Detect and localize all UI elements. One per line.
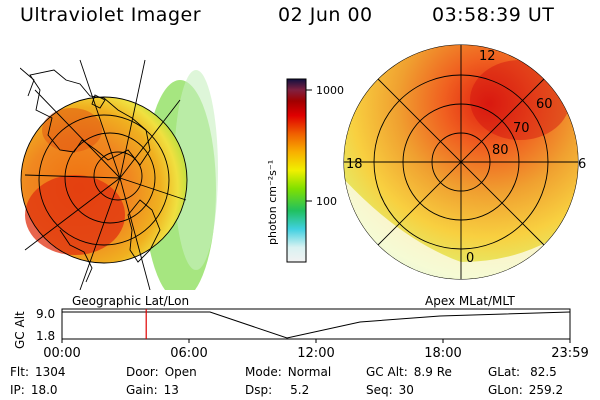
altitude-x-ticks [61,339,571,343]
right-panel-caption: Apex MLat/MLT [425,294,515,308]
info-mode: Mode: Normal [245,365,332,379]
info-glon: GLon: 259.2 [488,383,564,397]
mlt-label-12: 12 [479,49,496,64]
altitude-x-tick-1800: 18:00 [424,346,461,361]
altitude-y-tick-low: 1.8 [36,329,55,343]
mlt-label-18: 18 [346,157,363,172]
coastlines [20,67,161,283]
colorbar-unit-label: photon cm⁻²s⁻¹ [266,160,279,245]
geo-grid [20,59,188,290]
info-gc-alt: GC Alt: 8.9 Re [366,365,452,379]
info-ip: IP: 18.0 [10,383,58,397]
aurora-limb-scatter [174,70,218,270]
image-date: 02 Jun 00 [278,4,373,26]
altitude-y-label: GC Alt [13,311,27,349]
polar-grid [344,45,578,279]
left-panel-caption: Geographic Lat/Lon [72,294,189,308]
info-gain: Gain: 13 [126,383,179,397]
mlt-label-6: 6 [578,157,586,172]
earth-bright-region [25,175,125,255]
altitude-plot-frame [61,308,571,340]
info-seq: Seq: 30 [366,383,414,397]
polar-no-data-region [344,175,578,279]
altitude-y-tick-high: 9.0 [36,307,55,321]
altitude-x-tick-2359: 23:59 [551,346,588,361]
lat-label-70: 70 [513,121,530,136]
info-flt: Flt: 1304 [10,365,66,379]
altitude-x-tick-1200: 12:00 [297,346,334,361]
info-door: Door: Open [126,365,197,379]
altitude-x-tick-0600: 06:00 [170,346,207,361]
lat-label-80: 80 [492,143,509,158]
info-dsp: Dsp: 5.2 [245,383,310,397]
colorbar-tick-100: 100 [316,195,337,208]
colorbar [286,78,307,263]
geographic-image [20,59,218,290]
altitude-curve [62,311,571,339]
colorbar-ticks [306,89,312,202]
lat-label-60: 60 [536,97,553,112]
app-title: Ultraviolet Imager [20,4,202,26]
altitude-x-tick-0000: 00:00 [43,346,80,361]
image-time: 03:58:39 UT [432,4,555,26]
mlt-label-0: 0 [466,251,474,266]
earth-bright-region-north [42,108,102,152]
colorbar-tick-1000: 1000 [316,84,344,97]
polar-image [343,44,579,280]
info-glat: GLat: 82.5 [488,365,557,379]
